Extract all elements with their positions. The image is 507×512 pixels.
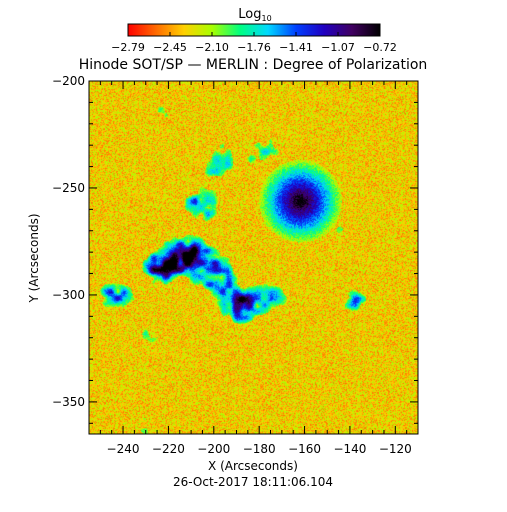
x-tick-label: −200: [197, 442, 230, 456]
x-tick-label: −180: [243, 442, 276, 456]
x-tick-label: −120: [379, 442, 412, 456]
colorbar-tick-label: −1.41: [279, 41, 313, 54]
colorbar-tick-label: −2.45: [153, 41, 187, 54]
chart-title: Hinode SOT/SP — MERLIN : Degree of Polar…: [79, 57, 428, 73]
y-tick-label: −350: [52, 395, 85, 409]
x-tick-label: −160: [288, 442, 321, 456]
y-axis: −200 −250 −300 −350: [52, 74, 418, 424]
colorbar-tick-label: −2.10: [195, 41, 229, 54]
plot-frame: [88, 80, 419, 435]
y-tick-label: −200: [52, 74, 85, 88]
y-tick-label: −250: [52, 181, 85, 195]
x-axis-label: X (Arcseconds): [208, 459, 298, 473]
colorbar-tick-label: −1.07: [321, 41, 355, 54]
y-axis-label: Y (Arcseconds): [27, 213, 41, 303]
x-axis: −240 −220 −200 −180 −160 −140 −120: [99, 81, 419, 456]
x-tick-label: −220: [152, 442, 185, 456]
colorbar-title: Log10: [238, 7, 271, 23]
heatmap-image: [89, 81, 418, 434]
colorbar-ticks: −2.79 −2.45 −2.10 −1.76 −1.41 −1.07 −0.72: [111, 32, 397, 54]
colorbar-tick-label: −2.79: [111, 41, 145, 54]
colorbar-tick-label: −0.72: [363, 41, 397, 54]
colorbar-tick-label: −1.76: [237, 41, 271, 54]
x-tick-label: −140: [333, 442, 366, 456]
x-tick-label: −240: [107, 442, 140, 456]
timestamp: 26-Oct-2017 18:11:06.104: [173, 475, 333, 489]
y-tick-label: −300: [52, 288, 85, 302]
